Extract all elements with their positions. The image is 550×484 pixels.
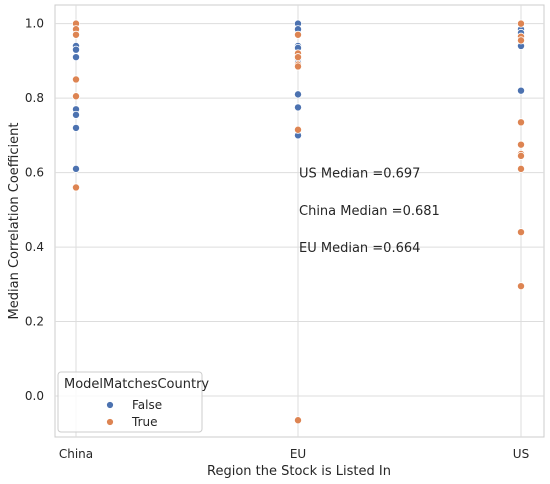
data-point-true — [517, 19, 526, 28]
legend-box — [57, 371, 203, 433]
data-point-true — [293, 30, 302, 39]
x-tick-label: EU — [290, 447, 306, 461]
data-point-true — [72, 30, 81, 39]
data-point-true — [517, 282, 526, 291]
y-tick-labels: 0.0 0.2 0.4 0.6 0.8 1.0 — [25, 17, 44, 403]
data-point-false — [72, 45, 81, 54]
legend-title: ModelMatchesCountry — [64, 377, 209, 392]
data-points — [72, 19, 526, 425]
annotations: US Median =0.697 China Median =0.681 EU Me… — [299, 167, 440, 256]
data-point-true — [517, 164, 526, 173]
y-tick-label: 1.0 — [25, 17, 44, 31]
y-tick-label: 0.6 — [25, 166, 44, 180]
y-tick-label: 0.4 — [25, 240, 44, 254]
legend-label-true: True — [131, 415, 158, 429]
y-tick-label: 0.8 — [25, 91, 44, 105]
x-tick-label: China — [59, 447, 93, 461]
data-point-false — [72, 110, 81, 119]
x-axis-label: Region the Stock is Listed In — [207, 464, 391, 479]
data-point-true — [517, 118, 526, 127]
data-point-false — [72, 123, 81, 132]
data-point-true — [517, 228, 526, 237]
legend-marker-false — [106, 401, 114, 409]
data-point-true — [293, 125, 302, 134]
data-point-true — [517, 36, 526, 45]
data-point-true — [293, 53, 302, 62]
median-annotation: EU Median =0.664 — [299, 241, 420, 256]
median-annotation: China Median =0.681 — [299, 204, 440, 219]
legend: ModelMatchesCountry False True — [57, 371, 209, 433]
data-point-false — [293, 90, 302, 99]
y-axis-label: Median Correlation Coefficient — [7, 123, 22, 320]
data-point-true — [293, 416, 302, 425]
y-tick-label: 0.2 — [25, 315, 44, 329]
legend-label-false: False — [132, 398, 162, 412]
data-point-true — [293, 62, 302, 71]
legend-marker-true — [106, 418, 114, 426]
median-annotation: US Median =0.697 — [299, 167, 420, 182]
x-tick-labels: China EU US — [59, 447, 529, 461]
data-point-true — [72, 183, 81, 192]
data-point-false — [72, 164, 81, 173]
data-point-false — [72, 53, 81, 62]
data-point-true — [72, 75, 81, 84]
plot-area — [54, 4, 545, 438]
data-point-false — [293, 103, 302, 112]
data-point-true — [517, 140, 526, 149]
data-point-false — [517, 86, 526, 95]
data-point-true — [517, 151, 526, 160]
x-tick-label: US — [513, 447, 529, 461]
data-point-true — [72, 92, 81, 101]
y-tick-label: 0.0 — [25, 389, 44, 403]
